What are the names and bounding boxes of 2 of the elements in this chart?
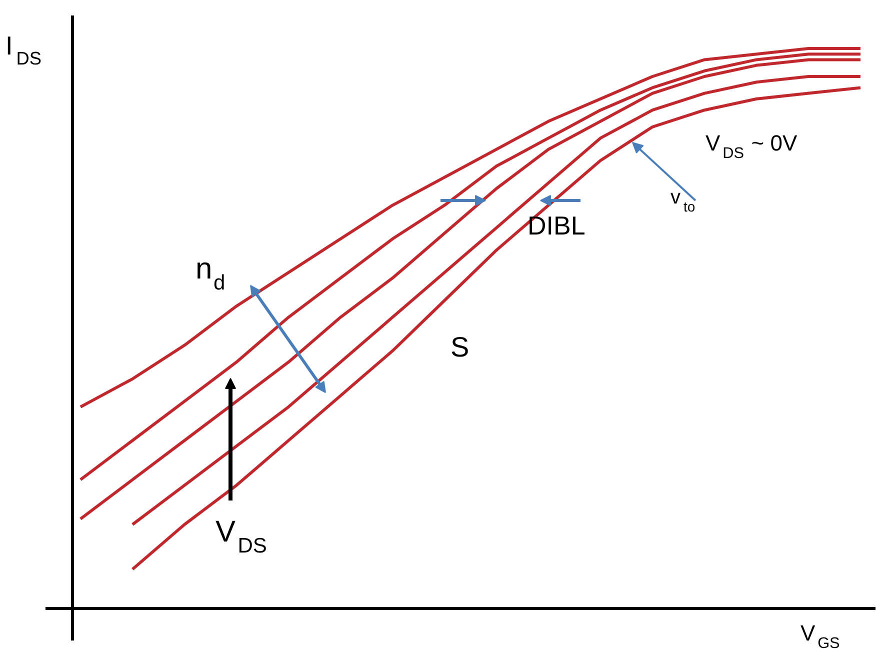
annotation: S [450, 332, 470, 362]
annotation: DIBL [528, 210, 586, 240]
